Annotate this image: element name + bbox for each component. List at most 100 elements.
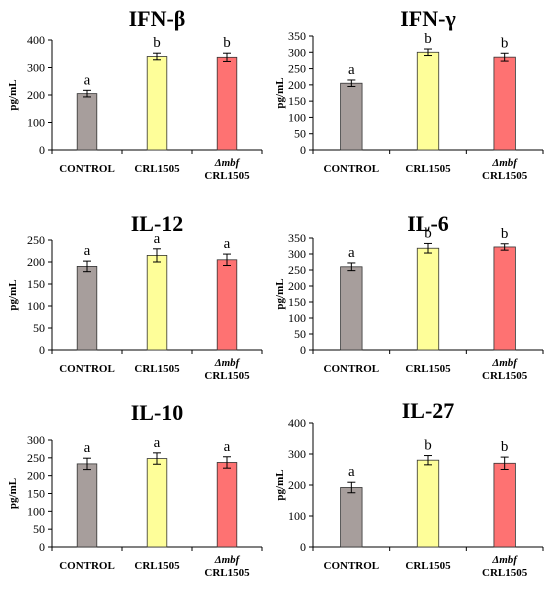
bar: [216, 462, 238, 548]
bar: [76, 93, 98, 151]
y-tick-label: 400: [288, 416, 306, 430]
bar: [340, 82, 363, 151]
significance-letter: a: [348, 464, 355, 480]
significance-letter: a: [348, 245, 355, 261]
y-tick-label: 350: [288, 29, 306, 43]
y-tick-label: 50: [294, 327, 306, 341]
chart-panel: IFN-γ pg/mL 0 50 100 150 200 250 300 350 a CONTROL b…: [274, 0, 550, 195]
bar: [340, 487, 363, 548]
y-tick-label: 250: [288, 263, 306, 277]
x-tick-label-italic: Δmbf: [491, 357, 518, 369]
chart-panel: IL-12 pg/mL 0 50 100 150 200 250 a CONTROL a CRL150…: [0, 195, 270, 390]
y-tick-label: 100: [27, 116, 45, 130]
y-tick-label: 50: [33, 321, 45, 335]
chart-panel: IFN-β pg/mL 0 100 200 300 400 a CONTROL b CRL1505 b…: [0, 0, 270, 195]
y-tick-label: 200: [27, 88, 45, 102]
significance-letter: a: [84, 72, 91, 88]
x-tick-label: CRL1505: [204, 170, 250, 182]
chart-title: IL-10: [131, 400, 184, 425]
y-axis-label: pg/mL: [7, 478, 19, 509]
x-tick-label: CONTROL: [324, 163, 380, 175]
y-axis-label: pg/mL: [275, 77, 286, 108]
chart-svg: IL-6 pg/mL 0 50 100 150 200 250 300 350 a CONTROL b C…: [274, 211, 544, 382]
significance-letter: b: [223, 35, 231, 51]
x-tick-label: CONTROL: [59, 560, 115, 572]
y-tick-label: 100: [27, 504, 45, 518]
x-tick-label: CRL1505: [405, 163, 451, 175]
y-tick-label: 300: [27, 433, 45, 447]
significance-letter: b: [501, 439, 509, 455]
x-tick-label-italic: Δmbf: [214, 357, 241, 369]
y-tick-label: 0: [39, 143, 45, 157]
significance-letter: b: [153, 35, 161, 51]
y-tick-label: 250: [27, 451, 45, 465]
chart-title: IFN-β: [129, 6, 186, 31]
bar: [416, 459, 440, 548]
y-tick-label: 150: [27, 487, 45, 501]
x-tick-label: CONTROL: [324, 363, 380, 375]
x-tick-label: CRL1505: [134, 363, 180, 375]
y-tick-label: 50: [33, 522, 45, 536]
x-tick-label: CRL1505: [204, 370, 250, 382]
significance-letter: a: [154, 231, 161, 247]
bar: [146, 458, 168, 548]
x-tick-label: CONTROL: [59, 363, 115, 375]
x-tick-label: CONTROL: [59, 163, 115, 175]
y-tick-label: 150: [288, 295, 306, 309]
bar: [340, 266, 363, 351]
significance-letter: a: [84, 243, 91, 259]
chart-svg: IL-10 pg/mL 0 50 100 150 200 250 300 a CONTROL a CRL…: [7, 400, 263, 579]
x-tick-label: CRL1505: [482, 567, 528, 579]
bar: [76, 266, 98, 351]
y-tick-label: 200: [288, 78, 306, 92]
significance-letter: b: [501, 35, 509, 51]
chart-panel: IL-6 pg/mL 0 50 100 150 200 250 300 350 a CONTROL b C…: [274, 195, 550, 390]
y-tick-label: 0: [39, 343, 45, 357]
x-tick-label: CONTROL: [324, 560, 380, 572]
significance-letter: b: [424, 225, 432, 241]
x-tick-label: CRL1505: [204, 567, 250, 579]
y-axis-label: pg/mL: [7, 279, 19, 310]
y-axis-label: pg/mL: [7, 79, 19, 110]
significance-letter: a: [84, 440, 91, 456]
x-tick-label: CRL1505: [405, 363, 451, 375]
significance-letter: a: [348, 62, 355, 78]
bar: [76, 463, 98, 548]
y-tick-label: 100: [288, 509, 306, 523]
y-tick-label: 400: [27, 33, 45, 47]
y-tick-label: 300: [288, 247, 306, 261]
y-tick-label: 0: [300, 540, 306, 554]
y-tick-label: 100: [288, 110, 306, 124]
y-tick-label: 300: [27, 61, 45, 75]
bar: [416, 51, 440, 151]
y-axis-label: pg/mL: [275, 469, 286, 500]
x-tick-label: CRL1505: [482, 370, 528, 382]
x-tick-label-italic: Δmbf: [491, 157, 518, 169]
y-tick-label: 250: [27, 233, 45, 247]
x-tick-label: CRL1505: [482, 170, 528, 182]
chart-title: IL-12: [131, 211, 184, 236]
bar: [493, 246, 516, 351]
y-tick-label: 150: [27, 277, 45, 291]
y-axis-label: pg/mL: [275, 278, 286, 309]
bar: [216, 56, 238, 151]
chart-title: IL-27: [402, 398, 455, 423]
y-tick-label: 200: [288, 478, 306, 492]
chart-panel: IL-27 pg/mL 0 100 200 300 400 a CONTROL b CRL1505 b…: [274, 390, 550, 585]
bar: [493, 56, 516, 151]
y-tick-label: 0: [39, 540, 45, 554]
y-tick-label: 0: [300, 343, 306, 357]
x-tick-label: CRL1505: [134, 163, 180, 175]
bar: [493, 462, 516, 548]
significance-letter: b: [424, 31, 432, 47]
x-tick-label-italic: Δmbf: [214, 554, 241, 566]
bar: [216, 259, 238, 351]
significance-letter: b: [501, 226, 509, 242]
chart-title: IL-6: [407, 211, 449, 236]
y-tick-label: 300: [288, 447, 306, 461]
x-tick-label: CRL1505: [405, 560, 451, 572]
chart-panel: IL-10 pg/mL 0 50 100 150 200 250 300 a CONTROL a CRL…: [0, 390, 270, 585]
significance-letter: a: [224, 236, 231, 252]
x-tick-label: CRL1505: [134, 560, 180, 572]
